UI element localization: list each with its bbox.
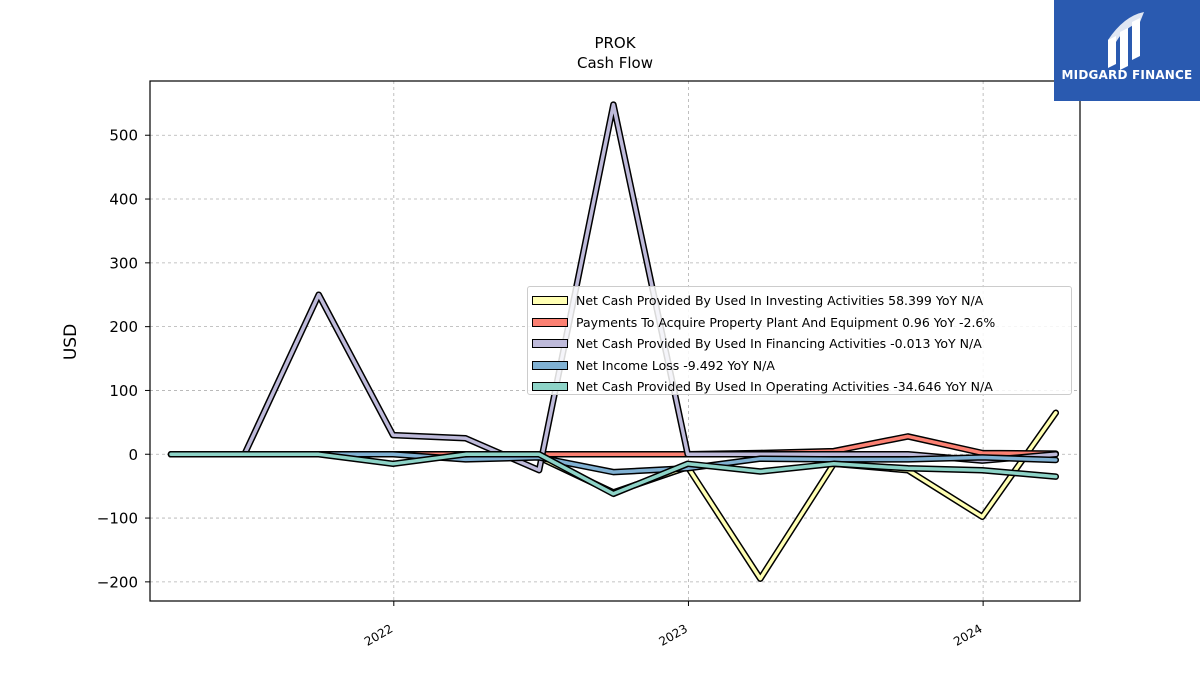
legend-label: Payments To Acquire Property Plant And E… — [576, 314, 996, 330]
x-tick-label: 2024 — [951, 621, 984, 648]
plot-frame — [149, 80, 1081, 602]
legend-swatch — [532, 296, 568, 306]
midgard-finance-logo: MIDGARD FINANCE — [1054, 0, 1200, 101]
legend-label: Net Cash Provided By Used In Operating A… — [576, 379, 993, 395]
legend-swatch — [532, 317, 568, 327]
y-tick-label: −200 — [97, 573, 138, 591]
x-tick-label: 2022 — [362, 621, 395, 648]
legend-swatch — [532, 382, 568, 392]
legend-item: Payments To Acquire Property Plant And E… — [532, 312, 1065, 334]
chart-legend: Net Cash Provided By Used In Investing A… — [527, 286, 1072, 395]
legend-swatch — [532, 339, 568, 349]
legend-label: Net Income Loss -9.492 YoY N/A — [576, 357, 775, 373]
legend-item: Net Cash Provided By Used In Investing A… — [532, 290, 1065, 312]
series-lines — [167, 101, 1060, 582]
y-axis-label: USD — [61, 324, 81, 360]
legend-label: Net Cash Provided By Used In Financing A… — [576, 336, 982, 352]
x-tick-label: 2023 — [657, 621, 690, 648]
chart-title: PROK — [594, 34, 636, 52]
legend-label: Net Cash Provided By Used In Investing A… — [576, 293, 984, 309]
y-tick-label: 200 — [109, 318, 138, 336]
series-line — [169, 452, 1058, 496]
y-tick-label: −100 — [97, 510, 138, 528]
y-tick-label: 300 — [109, 254, 138, 272]
legend-item: Net Cash Provided By Used In Financing A… — [532, 333, 1065, 355]
y-tick-label: 500 — [109, 127, 138, 145]
y-tick-label: 400 — [109, 191, 138, 209]
y-tick-label: 0 — [128, 446, 138, 464]
legend-item: Net Income Loss -9.492 YoY N/A — [532, 355, 1065, 377]
chart-subtitle: Cash Flow — [577, 54, 653, 72]
y-axis-ticks: −200 −100 0 100 200 300 400 500 — [97, 127, 150, 591]
brand-name: MIDGARD FINANCE — [1061, 68, 1193, 82]
midgard-logo-icon — [1108, 12, 1144, 70]
legend-item: Net Cash Provided By Used In Operating A… — [532, 376, 1065, 398]
x-axis-ticks: 2022 2023 2024 — [362, 601, 985, 649]
series-line — [169, 102, 1058, 472]
legend-swatch — [532, 360, 568, 370]
y-tick-label: 100 — [109, 382, 138, 400]
